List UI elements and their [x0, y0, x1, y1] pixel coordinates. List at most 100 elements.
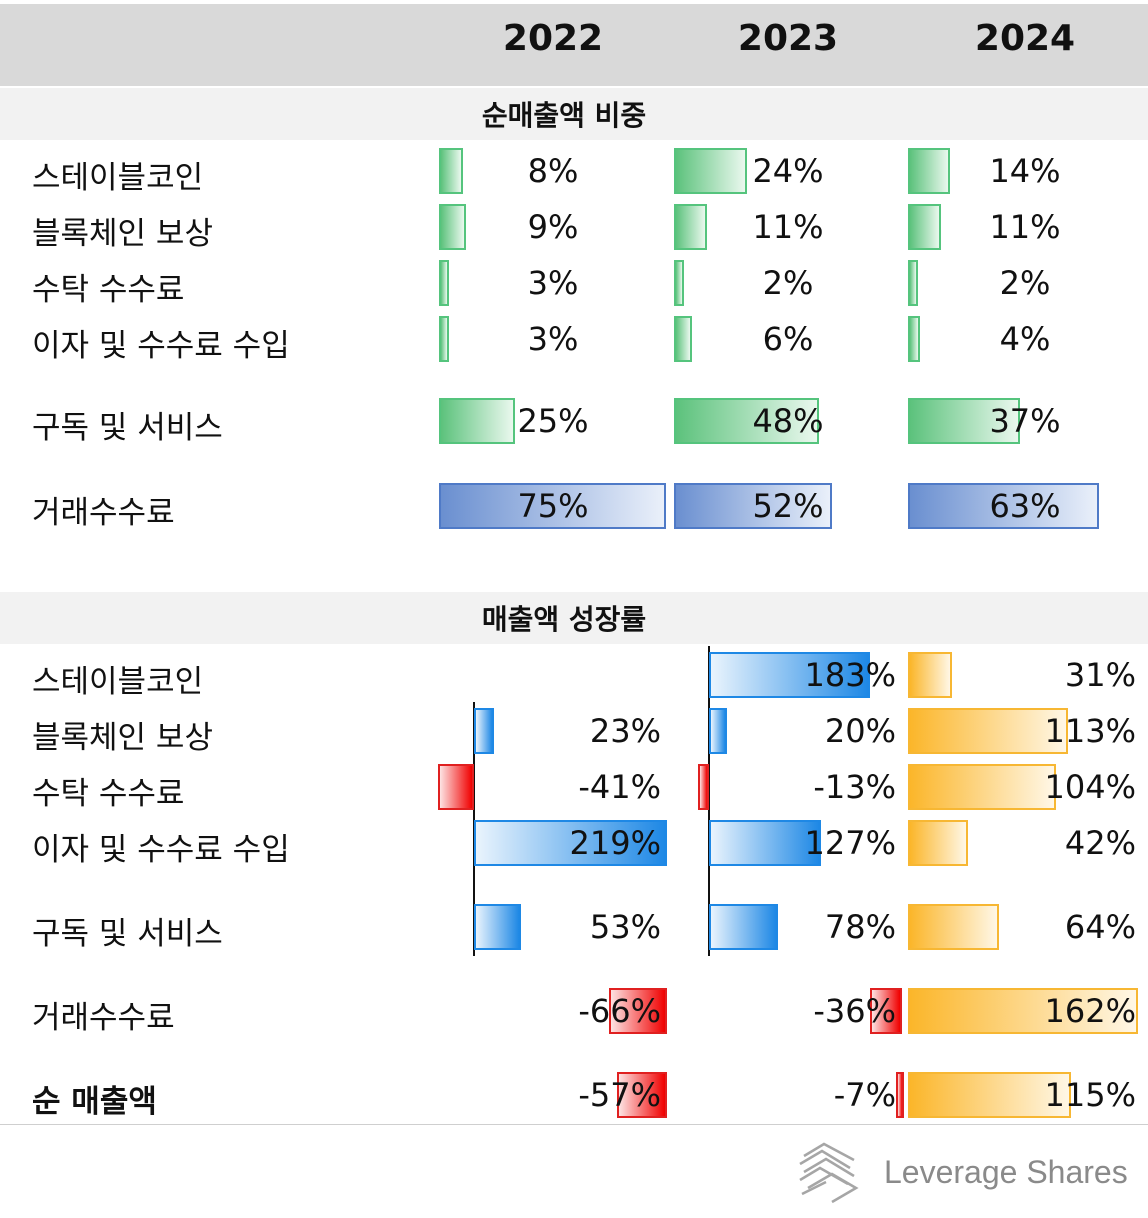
share-value-label: 11%: [989, 208, 1061, 246]
share-row-label: 이자 및 수수료 수입: [32, 328, 290, 364]
share-value-label: 2%: [999, 264, 1051, 302]
growth-value-label: 219%: [569, 824, 661, 862]
share-row-label: 거래수수료: [32, 495, 175, 531]
share-value-label: 75%: [517, 487, 589, 525]
share-bar: [908, 398, 1021, 444]
growth-row-label: 수탁 수수료: [32, 776, 185, 812]
growth-bar-2024: [908, 1072, 1072, 1118]
logo-text: Leverage Shares: [884, 1154, 1128, 1190]
share-value-label: 11%: [752, 208, 824, 246]
growth-bar-2024: [908, 652, 953, 698]
growth-value-label: 115%: [1044, 1076, 1136, 1114]
growth-bar-2024: [908, 820, 968, 866]
growth-bar: [608, 988, 667, 1034]
share-bar: [908, 260, 918, 306]
growth-row-label: 블록체인 보상: [32, 720, 213, 756]
growth-value-label: 42%: [1064, 824, 1136, 862]
growth-bar-2024: [908, 764, 1056, 810]
growth-value-label: -41%: [578, 768, 661, 806]
year-header-2022: 2022: [502, 18, 604, 59]
growth-row-label: 순 매출액: [32, 1084, 157, 1120]
share-bar: [908, 204, 942, 250]
header-band: [0, 4, 1148, 86]
growth-bar: [474, 708, 495, 754]
share-row-label: 수탁 수수료: [32, 272, 185, 308]
growth-row-label: 이자 및 수수료 수입: [32, 832, 290, 868]
growth-value-label: 64%: [1064, 908, 1136, 946]
share-value-label: 9%: [527, 208, 579, 246]
share-bar: [674, 316, 693, 362]
growth-row-label: 구독 및 서비스: [32, 916, 223, 952]
share-value-label: 48%: [752, 402, 824, 440]
share-bar: [439, 483, 667, 529]
year-header-2023: 2023: [737, 18, 839, 59]
share-bar: [439, 148, 464, 194]
growth-value-label: 23%: [589, 712, 661, 750]
share-bar: [674, 260, 684, 306]
growth-bar-2024: [908, 708, 1069, 754]
share-bar: [908, 316, 921, 362]
growth-value-label: -13%: [813, 768, 896, 806]
growth-row-label: 거래수수료: [32, 1000, 175, 1036]
growth-bar: [870, 988, 902, 1034]
year-header-2024: 2024: [974, 18, 1076, 59]
growth-value-label: 31%: [1064, 656, 1136, 694]
leverage-shares-logo-icon: [799, 1142, 859, 1204]
growth-bar: [437, 764, 474, 810]
share-value-label: 4%: [999, 320, 1051, 358]
share-row-label: 블록체인 보상: [32, 216, 213, 252]
share-bar: [439, 260, 449, 306]
share-section-band: [0, 88, 1148, 140]
growth-bar: [709, 820, 821, 866]
share-value-label: 37%: [989, 402, 1061, 440]
growth-value-label: -7%: [833, 1076, 896, 1114]
share-bar: [439, 316, 449, 362]
growth-value-label: 53%: [589, 908, 661, 946]
logo: Leverage Shares: [796, 1136, 1136, 1210]
growth-value-label: 104%: [1044, 768, 1136, 806]
growth-bar-2024: [908, 904, 999, 950]
growth-bar: [709, 708, 727, 754]
growth-section-band: [0, 592, 1148, 644]
growth-value-label: -66%: [578, 992, 661, 1030]
share-bar: [674, 398, 820, 444]
growth-bar: [709, 652, 871, 698]
share-row-label: 스테이블코인: [32, 160, 204, 196]
footer-divider: [0, 1124, 1148, 1125]
growth-value-label: 113%: [1044, 712, 1136, 750]
growth-bar: [697, 764, 709, 810]
share-bar: [908, 483, 1099, 529]
share-bar: [674, 148, 747, 194]
growth-zero-axis-2023: [708, 646, 710, 956]
growth-bar: [709, 904, 778, 950]
share-value-label: 24%: [752, 152, 824, 190]
share-value-label: 2%: [762, 264, 814, 302]
share-value-label: 52%: [752, 487, 824, 525]
share-value-label: 14%: [989, 152, 1061, 190]
share-bar: [674, 204, 708, 250]
growth-value-label: -57%: [578, 1076, 661, 1114]
growth-value-label: -36%: [813, 992, 896, 1030]
growth-value-label: 162%: [1044, 992, 1136, 1030]
share-value-label: 8%: [527, 152, 579, 190]
share-value-label: 6%: [762, 320, 814, 358]
share-value-label: 63%: [989, 487, 1061, 525]
growth-bar: [474, 820, 667, 866]
share-bar: [674, 483, 832, 529]
share-section-title: 순매출액 비중: [481, 99, 647, 132]
growth-bar: [616, 1072, 667, 1118]
growth-bar: [474, 904, 521, 950]
growth-value-label: 78%: [824, 908, 896, 946]
share-bar: [908, 148, 951, 194]
growth-section-title: 매출액 성장률: [481, 603, 647, 636]
growth-bar-2024: [908, 988, 1139, 1034]
growth-value-label: 183%: [804, 656, 896, 694]
growth-value-label: 127%: [804, 824, 896, 862]
share-bar: [439, 204, 467, 250]
growth-row-label: 스테이블코인: [32, 664, 204, 700]
share-bar: [439, 398, 515, 444]
share-row-label: 구독 및 서비스: [32, 410, 223, 446]
growth-value-label: 20%: [824, 712, 896, 750]
share-value-label: 25%: [517, 402, 589, 440]
share-value-label: 3%: [527, 320, 579, 358]
